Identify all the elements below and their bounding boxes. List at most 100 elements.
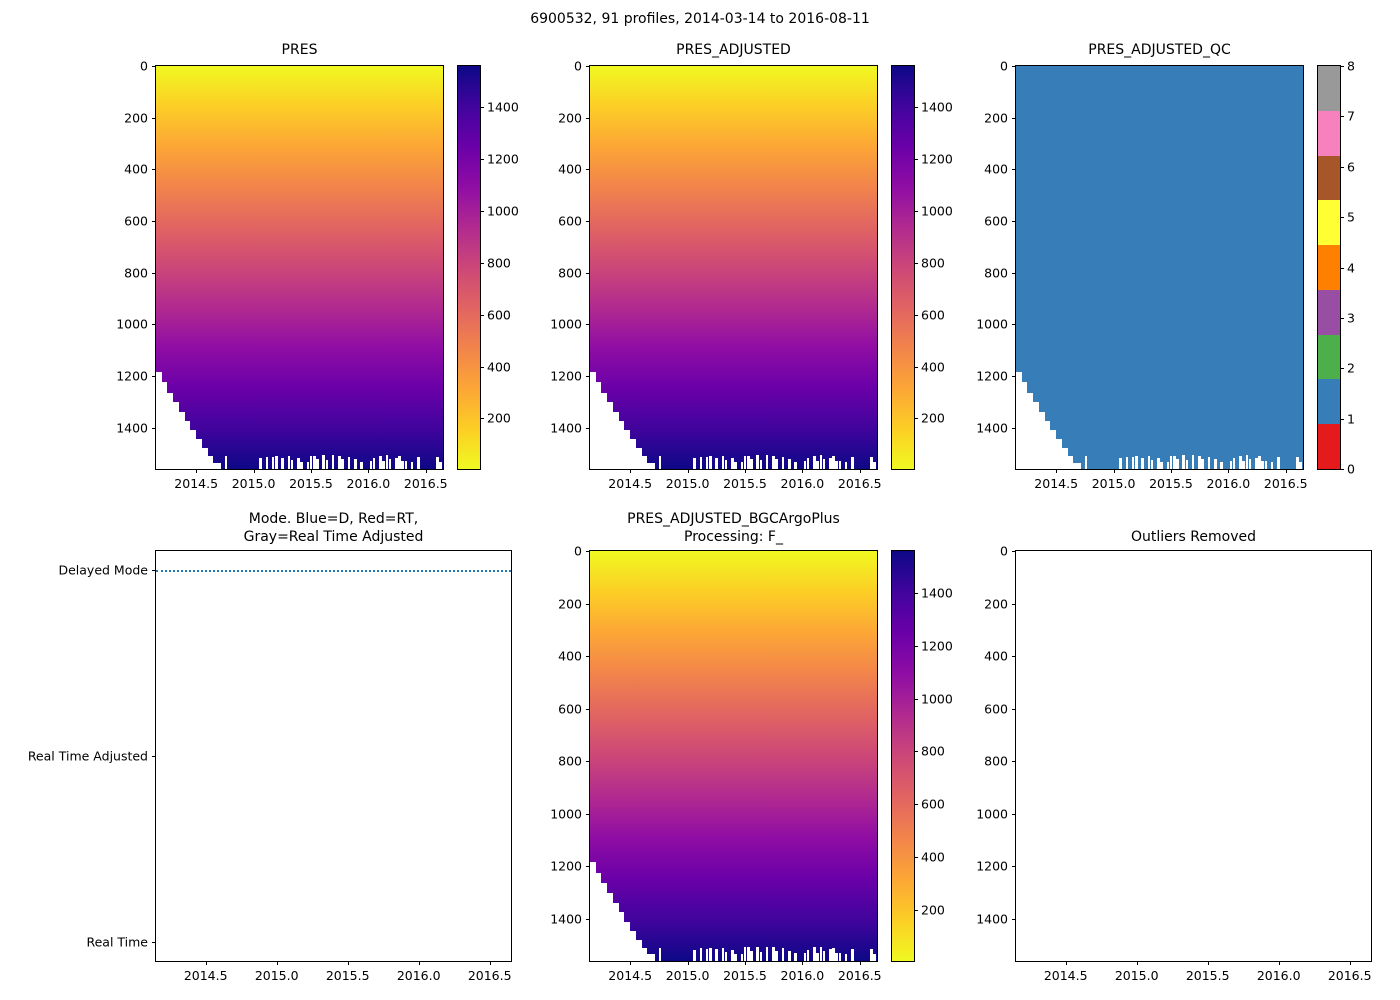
colorbar-tick-mark [480, 159, 484, 161]
colorbar-tick-mark [914, 909, 918, 911]
colorbar-tick-label: 400 [487, 359, 511, 375]
x-tick-mark [1278, 961, 1280, 965]
colorbar-tick-mark [1340, 418, 1344, 420]
colorbar-tick-label: 1000 [487, 203, 519, 219]
colorbar-tick-mark [914, 804, 918, 806]
no-data-region [213, 462, 222, 469]
outliers-removed-axes: 2014.5 2015.0 2015.5 2016.0 2016.5 0 200 400 600… [976, 544, 1372, 983]
colorbar-tick-mark [480, 262, 484, 264]
y-tick-mark [1012, 866, 1016, 868]
no-data-region [612, 903, 619, 961]
no-data-speck [1220, 461, 1223, 469]
no-data-speck [259, 457, 262, 469]
y-tick-label: 800 [558, 265, 582, 281]
colorbar-tick-mark [480, 211, 484, 213]
x-tick-label: 2016.5 [837, 968, 882, 983]
qc-flag-heatmap [1016, 66, 1303, 469]
no-data-speck [844, 954, 848, 961]
no-data-speck [781, 456, 785, 469]
x-tick-label: 2016.0 [1256, 968, 1301, 983]
colorbar-tick-label: 1400 [487, 99, 519, 115]
colorbar-tick-mark [1340, 267, 1344, 269]
no-data-region [184, 421, 191, 469]
x-tick-mark [630, 961, 632, 965]
no-data-speck [822, 951, 826, 961]
no-data-speck [715, 457, 718, 469]
no-data-speck [806, 949, 810, 961]
no-data-speck [1261, 461, 1264, 469]
no-data-speck [265, 456, 269, 469]
y-tick-mark [1012, 603, 1016, 605]
x-tick-mark [368, 469, 370, 473]
no-data-speck [873, 954, 876, 961]
no-data-speck [372, 457, 376, 469]
no-data-speck [870, 456, 873, 469]
colorbar-tick-mark [914, 366, 918, 368]
colorbar-tick-label: 1200 [921, 151, 953, 167]
no-data-speck [331, 455, 335, 469]
colorbar-tick-label: 2 [1347, 360, 1355, 376]
colorbar-tick-mark [914, 262, 918, 264]
pressure-colorbar-gradient [892, 551, 914, 961]
no-data-region [624, 921, 631, 961]
x-tick-mark [347, 961, 349, 965]
delayed-mode-dotted-line [156, 569, 511, 572]
y-tick-mark [1012, 272, 1016, 274]
no-data-speck [1201, 459, 1204, 469]
x-tick-mark [630, 469, 632, 473]
x-tick-mark [1228, 469, 1230, 473]
no-data-speck [224, 456, 228, 469]
y-tick-label: 600 [984, 213, 1008, 229]
y-tick-mark [586, 761, 590, 763]
colorbar-tick-label: 1200 [487, 151, 519, 167]
x-tick-label: 2015.5 [289, 476, 333, 491]
pres-adjusted-qc-title: PRES_ADJUSTED_QC [1088, 42, 1231, 58]
y-tick-mark [586, 656, 590, 658]
no-data-speck [759, 951, 763, 961]
x-tick-mark [1065, 961, 1067, 965]
y-tick-mark [586, 813, 590, 815]
no-data-speck [740, 461, 744, 469]
no-data-speck [312, 455, 316, 469]
no-data-speck [398, 455, 401, 469]
x-tick-mark [276, 961, 278, 965]
colorbar-tick-mark [1340, 166, 1344, 168]
x-tick-label: 2014.5 [608, 968, 653, 983]
x-tick-mark [489, 961, 491, 965]
y-tick-mark [586, 272, 590, 274]
no-data-speck [1141, 457, 1144, 469]
pres-colorbar: 200 400 600 800 1000 1200 1400 [457, 65, 519, 470]
colorbar-tick-mark [1340, 116, 1344, 118]
no-data-speck [1125, 456, 1129, 469]
no-data-speck [699, 948, 703, 961]
no-data-speck [844, 462, 848, 469]
no-data-speck [1242, 461, 1245, 469]
no-data-speck [772, 947, 775, 961]
y-tick-label: 200 [984, 110, 1008, 126]
no-data-region [161, 382, 168, 469]
mode-axes: 2014.5 2015.0 2015.5 2016.0 2016.5 Delayed Mo… [28, 550, 512, 983]
no-data-speck [772, 455, 775, 469]
no-data-speck [822, 459, 826, 469]
colorbar-tick-mark [480, 366, 484, 368]
x-tick-mark [1207, 961, 1209, 965]
x-tick-label: 2015.5 [723, 476, 767, 491]
x-tick-mark [859, 469, 861, 473]
no-data-speck [1198, 455, 1201, 469]
x-tick-label: 2014.5 [183, 968, 228, 983]
no-data-region [647, 462, 656, 469]
colorbar-tick-mark [914, 159, 918, 161]
no-data-speck [1182, 455, 1185, 469]
no-data-speck [1119, 457, 1122, 469]
y-tick-label: 1200 [550, 858, 582, 874]
x-tick-mark [205, 961, 207, 965]
x-tick-mark [418, 961, 420, 965]
pres-adjusted-qc-axes: 2014.5 2015.0 2015.5 2016.0 2016.5 0 200 400 600… [976, 59, 1307, 492]
x-tick-mark [687, 469, 689, 473]
no-data-speck [750, 950, 753, 961]
pressure-heatmap [590, 66, 877, 469]
no-data-speck [287, 456, 291, 469]
no-data-speck [325, 459, 329, 469]
y-tick-mark [586, 918, 590, 920]
no-data-speck [341, 459, 344, 469]
